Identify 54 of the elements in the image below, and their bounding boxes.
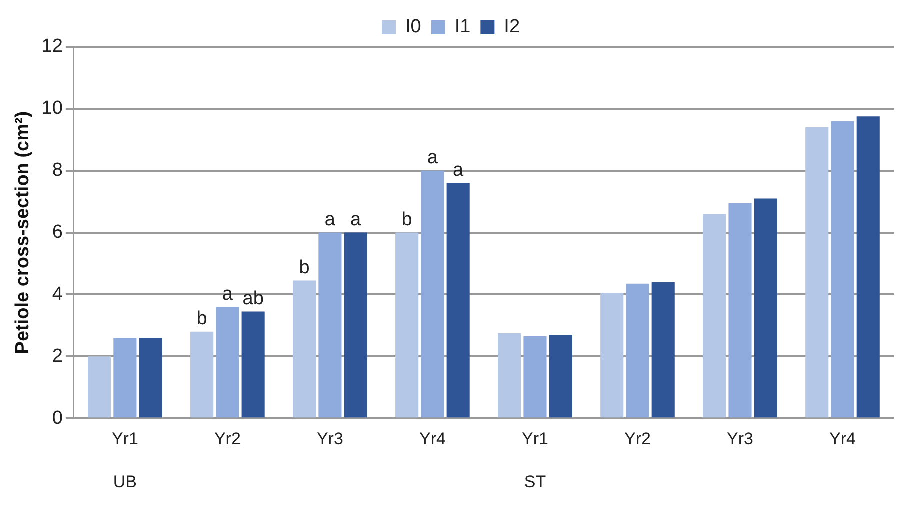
y-axis-title: Petiole cross-section (cm²) xyxy=(12,111,34,354)
text: UB xyxy=(113,472,137,492)
bar xyxy=(139,338,162,418)
bar xyxy=(190,332,214,418)
bar xyxy=(549,334,572,418)
bar xyxy=(88,356,112,418)
y-tick-label: 4 xyxy=(52,284,64,305)
bar xyxy=(856,116,880,418)
y-tick-label: 2 xyxy=(52,346,63,367)
data-label: a xyxy=(427,148,438,169)
data-label: a xyxy=(350,210,362,231)
bar xyxy=(421,170,444,418)
bar xyxy=(216,307,240,418)
x-tick-label: Yr4 xyxy=(830,429,856,448)
x-tick-label: Yr1 xyxy=(522,429,548,448)
bar xyxy=(754,198,778,418)
bar xyxy=(498,333,522,418)
text: ST xyxy=(524,472,546,492)
bar xyxy=(728,203,752,418)
y-tick-label: 12 xyxy=(42,36,63,58)
bar xyxy=(652,282,675,418)
x-tick-label: Yr4 xyxy=(419,429,446,448)
bar xyxy=(344,232,368,418)
bar xyxy=(114,338,137,418)
bar xyxy=(703,214,726,418)
bar xyxy=(318,232,342,418)
bar xyxy=(831,121,854,418)
data-label: b xyxy=(299,258,310,279)
bar xyxy=(396,232,419,418)
bar xyxy=(626,284,650,418)
data-label: a xyxy=(324,210,336,231)
y-tick-label: 6 xyxy=(52,222,63,244)
y-tick-label: 10 xyxy=(42,98,63,120)
bar xyxy=(293,280,316,418)
y-tick-label: 8 xyxy=(52,160,63,182)
x-tick-label: Yr1 xyxy=(112,429,138,448)
legend-label: I2 xyxy=(504,16,520,38)
data-label: a xyxy=(222,284,234,305)
bar xyxy=(242,312,265,418)
legend-label: I0 xyxy=(405,16,422,38)
x-tick-label: Yr2 xyxy=(214,429,241,448)
bar xyxy=(446,183,470,418)
bar xyxy=(524,336,547,418)
x-tick-label: Yr3 xyxy=(316,429,344,448)
bar xyxy=(600,293,624,418)
data-label: b xyxy=(196,308,208,330)
x-tick-label: Yr2 xyxy=(624,429,651,448)
data-label: ab xyxy=(242,288,264,310)
x-tick-label: Yr3 xyxy=(727,429,754,448)
y-tick-label: 0 xyxy=(52,408,63,429)
data-label: a xyxy=(453,160,464,181)
bar xyxy=(806,128,829,418)
legend-label: I1 xyxy=(454,16,471,38)
data-label: b xyxy=(402,210,412,231)
